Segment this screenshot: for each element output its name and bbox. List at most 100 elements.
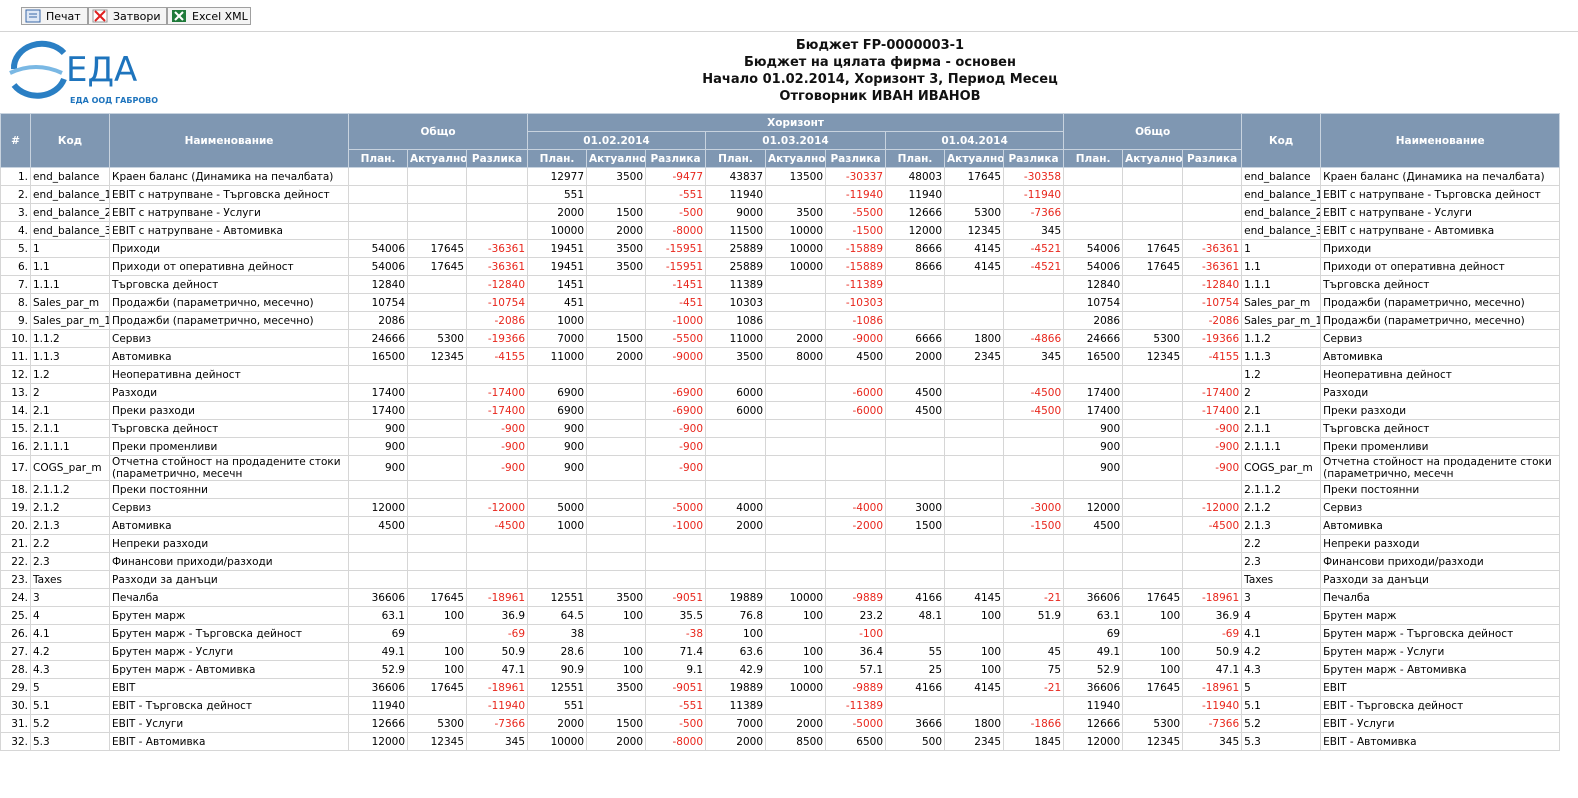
row-code: 4.2 — [1241, 642, 1322, 661]
value-cell: 100 — [765, 642, 827, 661]
value-cell: 12666 — [1063, 714, 1124, 733]
value-cell: 36.9 — [465, 606, 529, 625]
value-cell: 51.9 — [1003, 606, 1065, 625]
value-cell: 17645 — [1122, 239, 1184, 258]
value-cell — [765, 480, 827, 499]
value-cell — [407, 401, 467, 420]
value-cell: 10000 — [765, 221, 827, 240]
value-cell: 19889 — [705, 588, 767, 607]
value-cell: -9000 — [645, 347, 707, 366]
value-cell: -6000 — [825, 401, 887, 420]
data-row: 16. 2.1.1.1 Преки променливи 900 -900 900 -900… — [0, 437, 1561, 456]
value-cell: 12551 — [527, 678, 588, 697]
value-cell: 900 — [348, 455, 408, 481]
header-row: 01.02.2014 01.03.2014 01.04.2014 — [1, 131, 1560, 150]
value-cell — [1003, 455, 1065, 481]
value-cell: -11940 — [1003, 185, 1065, 204]
logo-text: ЕДА — [66, 50, 137, 90]
col-header: Хоризонт — [527, 113, 1065, 132]
excel-button[interactable]: Excel XML — [167, 7, 251, 25]
value-cell — [944, 275, 1005, 294]
col-header: Общо — [347, 113, 529, 150]
row-code: 2.1.1.2 — [30, 480, 110, 499]
row-code: 4 — [30, 606, 110, 625]
value-cell — [944, 480, 1005, 499]
value-cell — [1182, 552, 1243, 571]
row-code: end_balance_2 — [30, 203, 110, 222]
value-cell: -36361 — [1182, 239, 1243, 258]
value-cell — [705, 365, 767, 384]
value-cell: 2345 — [944, 347, 1005, 366]
row-name: EBIT - Търговска дейност — [1320, 696, 1561, 715]
value-cell: 4166 — [885, 588, 946, 607]
value-cell — [765, 552, 827, 571]
value-cell — [407, 365, 467, 384]
row-number: 27. — [0, 642, 31, 661]
value-cell — [1122, 185, 1184, 204]
value-cell — [407, 383, 467, 402]
value-cell: 1845 — [1003, 732, 1065, 751]
value-cell — [1063, 534, 1124, 553]
value-cell: 38 — [527, 624, 588, 643]
row-name: EBIT с натрупване - Търговска дейност — [1320, 185, 1561, 204]
data-row: 24. 3 Печалба 36606 17645 -18961 12551 3500 -905… — [0, 588, 1561, 607]
value-cell — [1182, 185, 1243, 204]
title-line: Бюджет FP-0000003-1 — [795, 38, 965, 53]
row-name: Преки постоянни — [1320, 480, 1561, 499]
row-number: 22. — [0, 552, 31, 571]
value-cell — [1122, 311, 1184, 330]
value-cell — [465, 480, 529, 499]
row-name: Сервиз — [109, 329, 349, 348]
data-row: 1. end_balance Краен баланс (Динамика на п… — [0, 167, 1561, 186]
value-cell — [407, 570, 467, 589]
value-cell: 35.5 — [645, 606, 707, 625]
value-cell: 36606 — [1063, 678, 1124, 697]
value-cell: 9000 — [705, 203, 767, 222]
value-cell: 5300 — [1122, 714, 1184, 733]
value-cell — [1003, 480, 1065, 499]
value-cell: -11940 — [465, 696, 529, 715]
value-cell: -1000 — [645, 516, 707, 535]
row-code: 5.3 — [1241, 732, 1322, 751]
value-cell: 12345 — [407, 732, 467, 751]
row-code: end_balance_3 — [1241, 221, 1322, 240]
value-cell: 900 — [1063, 419, 1124, 438]
print-button[interactable]: Печат — [21, 7, 88, 25]
value-cell: 10000 — [765, 588, 827, 607]
value-cell: 5300 — [407, 714, 467, 733]
value-cell: 11000 — [705, 329, 767, 348]
row-code: 2.1.2 — [30, 498, 110, 517]
row-name: Брутен марж - Търговска дейност — [109, 624, 349, 643]
value-cell — [1122, 419, 1184, 438]
value-cell: -500 — [645, 203, 707, 222]
close-button[interactable]: Затвори — [88, 7, 167, 25]
value-cell — [586, 570, 647, 589]
value-cell: -2086 — [1182, 311, 1243, 330]
value-cell: 50.9 — [1182, 642, 1243, 661]
value-cell: -1000 — [645, 311, 707, 330]
value-cell: 47.1 — [1182, 660, 1243, 679]
value-cell — [1182, 365, 1243, 384]
value-cell: 551 — [527, 185, 588, 204]
value-cell: 11940 — [885, 185, 946, 204]
row-code: 2.1.1.1 — [1241, 437, 1322, 456]
value-cell: 4500 — [348, 516, 408, 535]
value-cell: 11940 — [705, 185, 767, 204]
value-cell: 17645 — [1122, 257, 1184, 276]
value-cell — [1003, 534, 1065, 553]
value-cell: -30358 — [1003, 167, 1065, 186]
row-name: Преки разходи — [1320, 401, 1561, 420]
row-code: end_balance — [1241, 167, 1322, 186]
value-cell: 4500 — [885, 401, 946, 420]
row-code: 2.1.3 — [1241, 516, 1322, 535]
value-cell — [407, 311, 467, 330]
value-cell: 100 — [765, 660, 827, 679]
row-number: 1. — [0, 167, 31, 186]
row-number: 18. — [0, 480, 31, 499]
value-cell: 2086 — [1063, 311, 1124, 330]
value-cell — [527, 480, 588, 499]
sub-header: Разлика — [645, 149, 707, 168]
value-cell — [765, 498, 827, 517]
logo-arc — [11, 77, 67, 99]
value-cell — [885, 419, 946, 438]
